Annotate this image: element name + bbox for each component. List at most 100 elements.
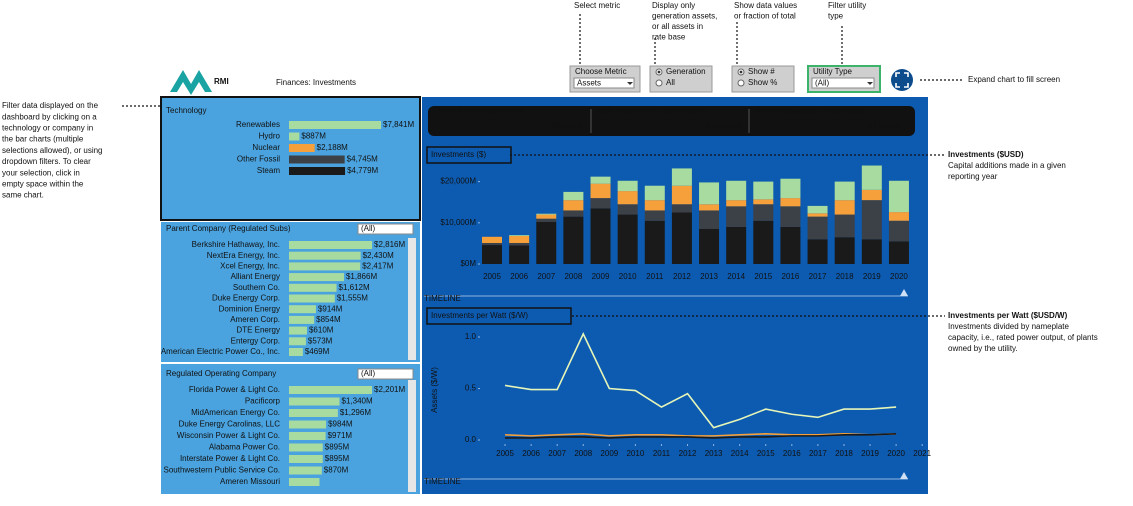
bar[interactable] xyxy=(289,121,381,129)
bar-segment[interactable] xyxy=(590,183,611,199)
bar[interactable] xyxy=(289,283,337,292)
filter-box[interactable] xyxy=(357,223,414,235)
bar-segment[interactable] xyxy=(563,191,584,201)
bar-segment[interactable] xyxy=(699,204,720,211)
bar[interactable] xyxy=(289,432,326,440)
bar-segment[interactable] xyxy=(807,239,828,264)
dropdown[interactable] xyxy=(811,77,875,89)
bar[interactable] xyxy=(289,251,361,260)
bar-segment[interactable] xyxy=(807,205,828,214)
bar-segment[interactable] xyxy=(726,200,747,207)
bar-segment[interactable] xyxy=(888,212,909,221)
bar-segment[interactable] xyxy=(671,185,692,205)
bar-segment[interactable] xyxy=(888,180,909,213)
filter-box[interactable] xyxy=(357,368,414,380)
bar[interactable] xyxy=(289,478,320,486)
bar[interactable] xyxy=(289,315,315,324)
scrollbar[interactable] xyxy=(408,238,416,360)
bar[interactable] xyxy=(289,409,338,417)
line-series[interactable] xyxy=(505,433,897,437)
bar[interactable] xyxy=(289,241,372,249)
bar-segment[interactable] xyxy=(509,235,530,243)
bar-segment[interactable] xyxy=(536,213,557,215)
bar-segment[interactable] xyxy=(861,200,882,240)
radio[interactable] xyxy=(737,79,745,87)
bar[interactable] xyxy=(289,273,344,282)
scrollbar[interactable] xyxy=(408,380,416,492)
bar[interactable] xyxy=(289,348,303,356)
line-series[interactable] xyxy=(505,433,897,439)
bar[interactable] xyxy=(289,455,323,463)
bar-segment[interactable] xyxy=(509,242,530,246)
bar-segment[interactable] xyxy=(644,220,665,264)
bar[interactable] xyxy=(289,443,323,452)
expand-button[interactable] xyxy=(891,69,913,91)
bar-segment[interactable] xyxy=(644,210,665,221)
bar-segment[interactable] xyxy=(888,220,909,242)
bar-segment[interactable] xyxy=(671,168,692,186)
bar-segment[interactable] xyxy=(617,180,638,192)
bar-segment[interactable] xyxy=(753,199,774,205)
bar-segment[interactable] xyxy=(699,182,720,205)
bar-segment[interactable] xyxy=(644,200,665,211)
bar-segment[interactable] xyxy=(482,245,502,264)
bar-segment[interactable] xyxy=(753,204,774,221)
bar-segment[interactable] xyxy=(509,245,530,264)
bar-segment[interactable] xyxy=(617,204,638,215)
bar-segment[interactable] xyxy=(807,216,828,240)
bar[interactable] xyxy=(289,262,361,271)
bar[interactable] xyxy=(289,420,327,429)
bar-segment[interactable] xyxy=(780,178,801,199)
bar-segment[interactable] xyxy=(509,235,530,236)
bar-segment[interactable] xyxy=(780,226,801,264)
bar[interactable] xyxy=(289,167,346,175)
bar-segment[interactable] xyxy=(861,189,882,201)
bar-segment[interactable] xyxy=(590,208,611,264)
bar-segment[interactable] xyxy=(617,214,638,264)
bar-segment[interactable] xyxy=(780,198,801,207)
bar-segment[interactable] xyxy=(671,204,692,213)
bar-segment[interactable] xyxy=(861,165,882,190)
bar-segment[interactable] xyxy=(834,214,855,238)
bar-segment[interactable] xyxy=(563,216,584,264)
bar[interactable] xyxy=(289,466,322,475)
bar-segment[interactable] xyxy=(482,242,502,246)
bar-segment[interactable] xyxy=(536,218,557,222)
bar-segment[interactable] xyxy=(834,237,855,264)
bar[interactable] xyxy=(289,294,335,303)
bar-segment[interactable] xyxy=(834,181,855,201)
bar-segment[interactable] xyxy=(861,239,882,264)
bar-segment[interactable] xyxy=(753,220,774,264)
line-series[interactable] xyxy=(504,332,897,429)
bar-segment[interactable] xyxy=(699,210,720,229)
bar[interactable] xyxy=(289,397,340,406)
bar[interactable] xyxy=(289,132,300,141)
bar[interactable] xyxy=(289,305,316,314)
bar-segment[interactable] xyxy=(807,213,828,217)
bar[interactable] xyxy=(289,144,315,152)
bar-segment[interactable] xyxy=(590,198,611,209)
bar[interactable] xyxy=(289,326,307,335)
bar-segment[interactable] xyxy=(726,180,747,201)
bar-segment[interactable] xyxy=(617,191,638,205)
bar-segment[interactable] xyxy=(780,206,801,227)
bar-segment[interactable] xyxy=(671,212,692,265)
bar-segment[interactable] xyxy=(563,200,584,211)
bar-segment[interactable] xyxy=(563,210,584,217)
bar-segment[interactable] xyxy=(753,181,774,200)
bar-segment[interactable] xyxy=(888,241,909,264)
bar-segment[interactable] xyxy=(590,176,611,184)
bar-segment[interactable] xyxy=(536,221,557,264)
bar-segment[interactable] xyxy=(536,214,557,219)
dropdown[interactable] xyxy=(573,77,635,89)
bar[interactable] xyxy=(289,386,372,394)
bar-segment[interactable] xyxy=(482,236,502,243)
radio[interactable] xyxy=(655,79,663,87)
bar-segment[interactable] xyxy=(834,200,855,215)
bar-segment[interactable] xyxy=(699,228,720,264)
bar-segment[interactable] xyxy=(726,206,747,227)
bar[interactable] xyxy=(289,337,306,346)
bar[interactable] xyxy=(289,155,345,164)
bar-segment[interactable] xyxy=(726,226,747,264)
bar-segment[interactable] xyxy=(644,185,665,201)
